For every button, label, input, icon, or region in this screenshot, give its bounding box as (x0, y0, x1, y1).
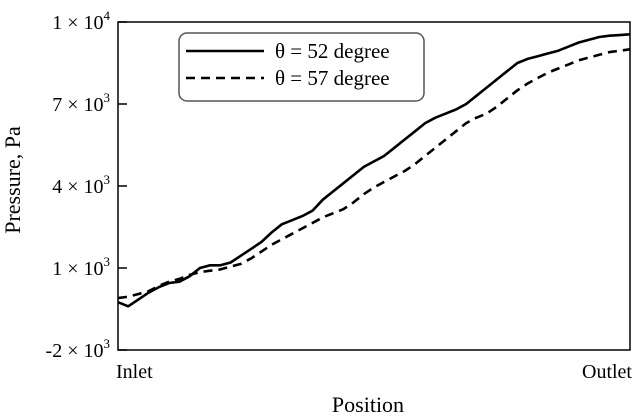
x-tick-label: Inlet (116, 361, 153, 383)
x-axis-title: Position (332, 392, 404, 417)
series-line-1 (117, 33, 631, 308)
y-axis-title: Pressure, Pa (0, 126, 25, 234)
legend-label: θ = 57 degree (275, 66, 390, 90)
x-tick-label: Outlet (582, 361, 632, 383)
y-tick-label: 4 × 103 (52, 172, 110, 198)
y-tick-label: 1 × 104 (52, 8, 110, 34)
y-tick-label: 7 × 103 (52, 90, 110, 116)
legend-label: θ = 52 degree (275, 39, 390, 63)
y-tick-label: 1 × 103 (52, 254, 110, 280)
y-tick-label: -2 × 103 (46, 336, 110, 362)
series-line-2 (117, 48, 631, 300)
